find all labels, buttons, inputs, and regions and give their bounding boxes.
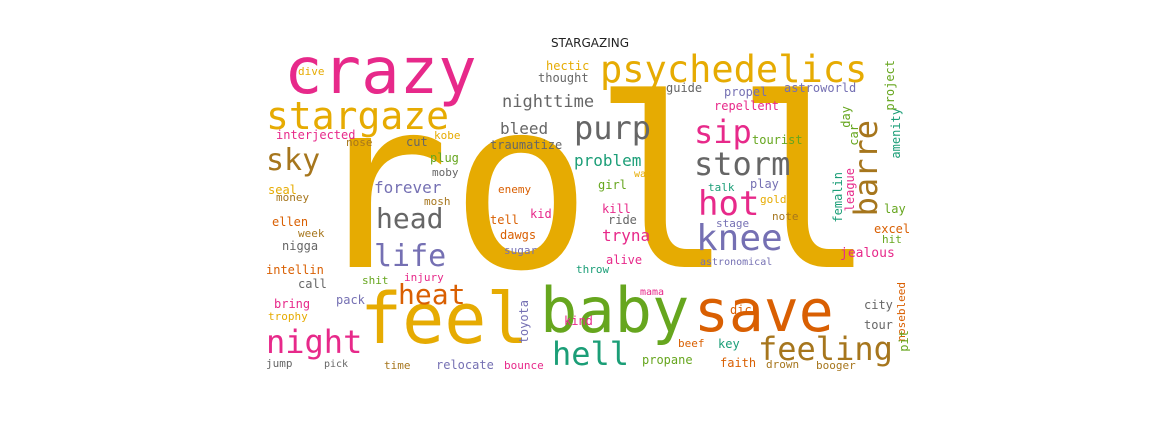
word-pit: pit [897,330,910,352]
word-guide: guide [666,81,703,95]
word-problem: problem [574,151,642,170]
word-injury: injury [404,271,444,284]
word-car: car [847,124,861,146]
word-note: note [772,210,799,223]
word-relocate: relocate [436,358,494,372]
word-mama: mama [640,287,665,298]
word-ride: ride [608,213,637,227]
word-crazy: crazy [284,48,477,109]
word-hell: hell [552,335,630,373]
word-project: project [883,60,897,111]
word-storm: storm [694,145,791,183]
word-astronomical: astronomical [700,257,773,268]
word-ellen: ellen [272,215,309,229]
word-lay: lay [884,202,906,216]
word-jealous: jealous [840,246,895,261]
word-sip: sip [694,113,752,151]
word-thought: thought [538,71,589,85]
word-talk: talk [708,181,735,194]
word-excel: excel [874,222,910,236]
word-stargaze: stargaze [266,94,450,138]
word-roll: roll [308,48,877,323]
word-girl: girl [598,178,627,192]
word-booger: booger [816,359,856,372]
word-mosh: mosh [424,195,451,208]
word-plug: plug [430,151,459,165]
word-key: key [718,337,740,351]
word-money: money [276,191,310,204]
word-throw: throw [576,263,610,276]
word-way: way [634,169,653,180]
word-forever: forever [374,178,442,197]
word-kind: kind [564,314,593,328]
word-pack: pack [336,293,365,307]
word-femalin: femalin [831,172,845,223]
word-tour: tour [864,318,893,332]
word-faith: faith [720,356,757,370]
word-bounce: bounce [504,359,544,372]
word-propane: propane [642,353,693,367]
word-kid: kid [530,207,552,221]
word-intellin: intellin [266,263,324,277]
word-head: head [376,202,444,235]
word-life: life [374,239,447,274]
word-cut: cut [406,135,428,149]
word-amenity: amenity [889,108,903,159]
word-sky: sky [266,143,321,178]
word-hectic: hectic [546,59,590,73]
word-dawgs: dawgs [500,228,537,242]
word-bleed: bleed [500,119,549,138]
word-shit: shit [362,274,389,287]
word-cloud: roll crazy feel baby save psychedelics s… [262,48,910,380]
word-heat: heat [398,278,466,311]
word-save: save [694,277,834,345]
word-purp: purp [574,109,652,147]
word-league: league [843,168,857,212]
word-alive: alive [606,253,643,267]
word-interjected: interjected [276,128,356,142]
word-tell: tell [490,213,519,227]
word-sugar: sugar [504,244,538,257]
word-repellent: repellent [714,99,780,113]
word-gold: gold [760,193,787,206]
word-moby: moby [432,166,459,179]
word-enemy: enemy [498,183,532,196]
word-toyota: toyota [517,300,531,344]
word-kill: kill [602,202,631,216]
word-baby: baby [540,274,690,347]
word-stage: stage [716,217,750,230]
word-call: call [298,277,327,291]
word-nigga: nigga [282,239,319,253]
word-tourist: tourist [752,133,803,147]
word-nose: nose [346,136,373,149]
word-seal: seal [268,183,297,197]
word-nighttime: nighttime [502,92,595,112]
word-dick: dick [730,303,759,317]
word-week: week [298,227,325,240]
word-jump: jump [266,357,293,370]
word-bring: bring [274,297,311,311]
word-play: play [750,177,779,191]
word-traumatize: traumatize [490,138,563,152]
word-city: city [864,298,893,312]
word-drown: drown [766,358,800,371]
word-hot: hot [698,184,760,224]
word-beef: beef [678,337,705,350]
word-dive: dive [298,65,325,78]
word-propel: propel [724,85,768,99]
word-astroworld: astroworld [784,81,857,95]
word-trophy: trophy [268,310,308,323]
word-tryna: tryna [602,226,651,245]
word-feeling: feeling [758,330,893,368]
chart-title: STARGAZING [550,36,630,50]
word-feel: feel [360,278,529,360]
word-pick: pick [324,359,349,370]
word-kobe: kobe [434,129,461,142]
word-hit: hit [882,233,902,246]
word-night: night [266,323,363,361]
word-time: time [384,359,411,372]
word-psychedelics: psychedelics [600,48,868,91]
word-knee: knee [696,218,783,259]
